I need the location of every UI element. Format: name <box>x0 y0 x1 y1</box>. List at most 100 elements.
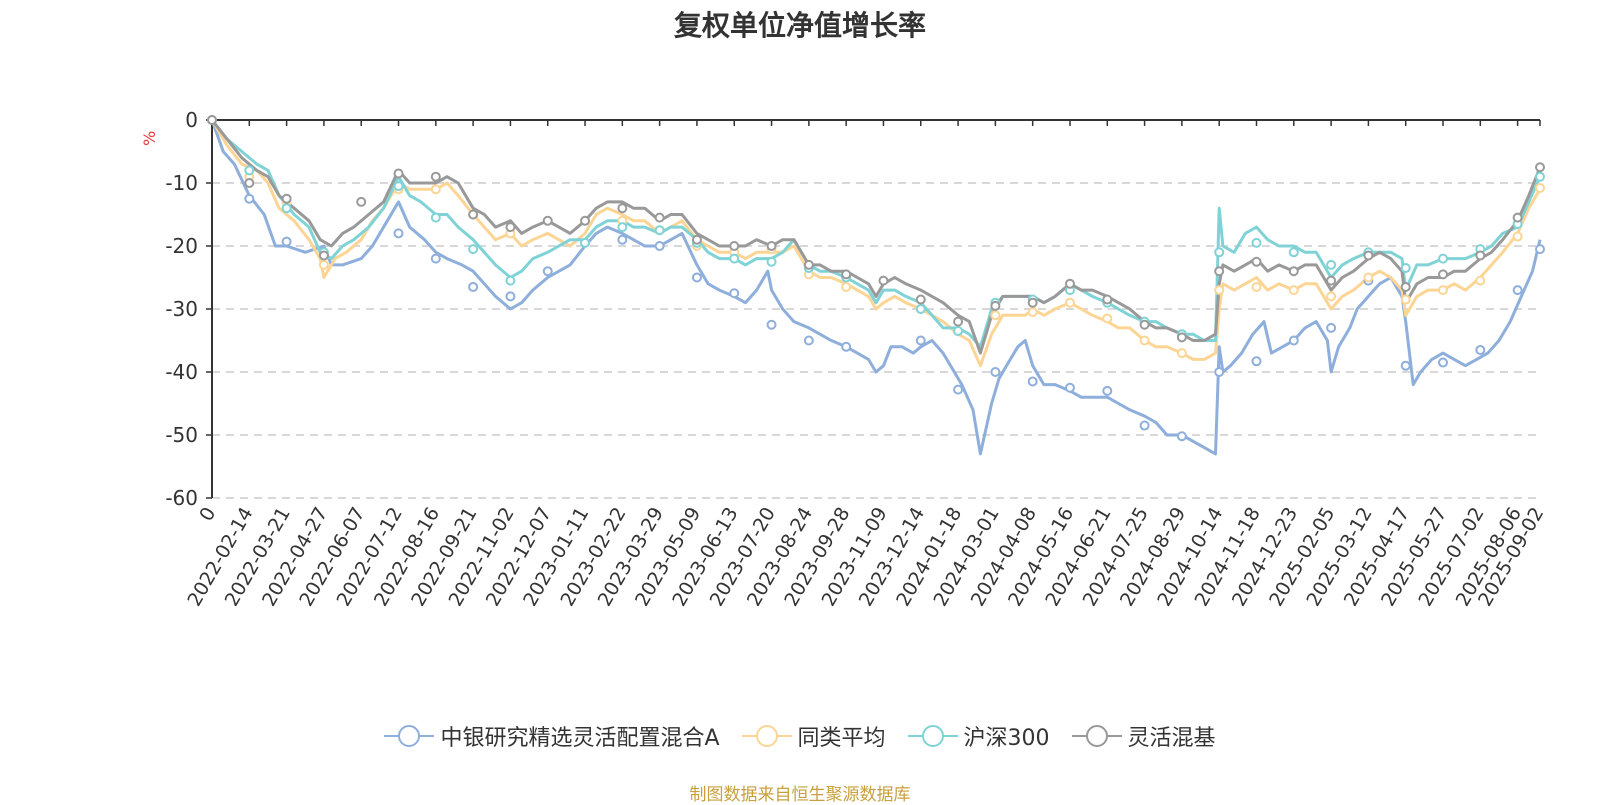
series-point <box>1400 294 1411 305</box>
series-point <box>1064 278 1075 289</box>
series-point <box>841 281 852 292</box>
series-point <box>468 281 479 292</box>
series-point <box>318 250 329 261</box>
series-point <box>356 196 367 207</box>
series-line <box>210 119 1542 368</box>
series-point <box>841 269 852 280</box>
series-point <box>878 275 889 286</box>
series-point <box>990 367 1001 377</box>
series-point <box>617 234 628 245</box>
series-point <box>542 215 553 226</box>
series-point <box>1139 319 1150 330</box>
series-point <box>1251 281 1262 292</box>
series-point <box>691 272 702 283</box>
series-point <box>1064 297 1075 308</box>
series-line <box>210 119 1542 349</box>
legend-item-peer-average[interactable]: 同类平均 <box>741 720 886 752</box>
series-point <box>1064 382 1075 393</box>
series-point <box>1214 266 1225 277</box>
legend-line-icon <box>384 725 435 747</box>
series-point <box>430 171 441 182</box>
series-point <box>729 241 740 251</box>
series-point <box>318 259 329 270</box>
series-point <box>953 384 964 395</box>
series-point <box>393 168 404 179</box>
series-point <box>953 326 964 337</box>
series-point <box>915 304 926 314</box>
series-point <box>207 115 217 125</box>
series-point <box>393 228 404 239</box>
series-point <box>505 275 516 286</box>
legend-line-icon <box>907 725 958 747</box>
series-point <box>691 234 702 245</box>
series-point <box>1027 297 1038 308</box>
series-point <box>841 341 852 352</box>
series-point <box>1400 281 1411 292</box>
series-point <box>1363 250 1374 261</box>
series-point <box>1326 322 1337 333</box>
legend-line-icon <box>741 725 792 747</box>
series-point <box>1102 385 1113 396</box>
series-point <box>1535 244 1545 255</box>
series-point <box>915 294 926 305</box>
series-point <box>1176 431 1187 442</box>
legend-label: 沪深300 <box>963 726 1050 751</box>
series-point <box>766 256 777 267</box>
series-point <box>1027 376 1038 387</box>
series-point <box>1438 269 1449 280</box>
series-point <box>1288 335 1299 346</box>
series-point <box>1400 263 1411 274</box>
y-tick-label: -10 <box>165 171 198 195</box>
series-point <box>244 193 255 204</box>
series-point <box>729 253 740 264</box>
series-point <box>1475 275 1486 286</box>
series-point <box>617 203 628 214</box>
legend-label: 中银研究精选灵活配置混合A <box>440 726 720 751</box>
series-point <box>505 291 516 302</box>
series-point <box>1102 313 1113 324</box>
y-axis-unit: % <box>140 130 159 146</box>
series-point <box>580 215 591 226</box>
series-point <box>729 288 740 299</box>
series-point <box>1214 285 1225 296</box>
series-point <box>1326 291 1337 302</box>
series-point <box>990 310 1001 321</box>
series-point <box>580 237 591 248</box>
series-point <box>803 335 814 346</box>
series-point <box>803 259 814 270</box>
series-point <box>1512 285 1523 296</box>
legend-item-csi300[interactable]: 沪深300 <box>907 720 1050 752</box>
series-point <box>1027 307 1038 318</box>
series-point <box>1438 357 1449 368</box>
legend-item-flexible-mixed[interactable]: 灵活混基 <box>1071 720 1216 752</box>
legend-line-icon <box>1071 725 1122 747</box>
series-point <box>654 241 665 251</box>
series-point <box>393 181 404 192</box>
legend-label: 灵活混基 <box>1127 726 1216 751</box>
series-point <box>1214 247 1225 258</box>
series-point <box>990 300 1001 311</box>
series-point <box>1400 360 1411 371</box>
series-point <box>766 319 777 330</box>
series-point <box>1512 231 1523 242</box>
series-point <box>281 203 292 214</box>
series-point <box>505 222 516 233</box>
chart-title: 复权单位净值增长率 <box>673 9 926 42</box>
series-point <box>654 212 665 223</box>
y-tick-label: -50 <box>165 423 198 447</box>
series-point <box>1139 335 1150 346</box>
series-line <box>210 119 1542 456</box>
series-point <box>1512 212 1523 223</box>
legend-item-fund[interactable]: 中银研究精选灵活配置混合A <box>384 720 720 752</box>
series-point <box>1326 275 1337 286</box>
series-point <box>953 316 964 327</box>
series-point <box>1475 250 1486 261</box>
series-point <box>1363 272 1374 283</box>
series-point <box>1176 332 1187 343</box>
y-tick-label: -30 <box>165 297 198 321</box>
series-point <box>468 244 479 255</box>
series-point <box>1288 247 1299 258</box>
series-point <box>617 222 628 233</box>
series-point <box>1288 266 1299 277</box>
